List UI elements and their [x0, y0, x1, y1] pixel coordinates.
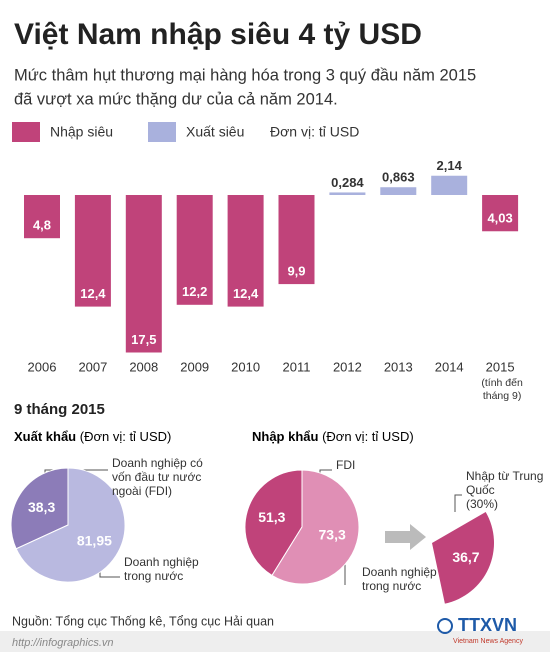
wedge: [432, 512, 494, 604]
bar: [329, 192, 366, 195]
x-tick-label: 2006: [28, 359, 57, 374]
logo: TTXVN: [458, 615, 517, 635]
legend-label: Xuất siêu: [186, 124, 244, 140]
subtitle: đã vượt xa mức thặng dư của cả năm 2014.: [14, 90, 338, 108]
wedge-category: Nhập từ Trung Quốc: [466, 469, 544, 497]
pie-category: Doanh nghiệp có vốn đầu tư nước ngoài (F…: [112, 456, 203, 498]
pie-category: Doanh nghiệp trong nước: [362, 565, 437, 593]
pie-title: Nhập khẩu (Đơn vị: tỉ USD): [252, 429, 414, 444]
x-tick-label: 2014: [435, 359, 464, 374]
callout: [454, 494, 462, 512]
source: Nguồn: Tổng cục Thống kê, Tổng cục Hải q…: [12, 614, 274, 628]
pie-title: Xuất khẩu: [14, 429, 76, 444]
pie-slice: [10, 467, 69, 550]
slice-label: 38,3: [28, 499, 55, 515]
bar: [176, 195, 213, 305]
value-label: 0,284: [331, 175, 364, 190]
title: Việt Nam nhập siêu 4 tỷ USD: [14, 18, 422, 51]
x-tick-label: 2015: [486, 359, 515, 374]
arrow: [385, 524, 426, 550]
x-tick-label: 2008: [129, 359, 158, 374]
annotation: (tính đến: [481, 377, 523, 389]
unit: Đơn vị: tỉ USD: [270, 124, 359, 140]
bar: [278, 195, 315, 285]
bar: [24, 195, 60, 239]
footer-band: [0, 633, 550, 652]
value-label: 9,9: [287, 264, 305, 279]
pie-title: Xuất khẩu (Đơn vị: tỉ USD): [14, 429, 171, 444]
annotation: tháng 9): [483, 390, 522, 402]
pie-slice: [271, 469, 360, 585]
slice-label: 81,95: [77, 533, 112, 549]
x-tick-label: 2013: [384, 359, 413, 374]
value-label: 12,4: [233, 286, 259, 301]
value-label: 4,03: [487, 211, 512, 226]
value-label: 12,4: [80, 286, 106, 301]
value-label: 2,14: [437, 158, 463, 173]
x-tick-label: 2009: [180, 359, 209, 374]
legend-label: Nhập siêu: [50, 124, 113, 140]
logo-icon: [437, 618, 453, 634]
pie-slice: [15, 467, 126, 583]
value-label: 4,8: [33, 218, 51, 233]
slice-label: 51,3: [258, 509, 285, 525]
x-tick-label: 2010: [231, 359, 260, 374]
legend-swatch: [12, 122, 40, 142]
bar: [482, 195, 519, 232]
pie-subtitle: (Đơn vị: tỉ USD): [322, 429, 414, 444]
value-label: 0,863: [382, 170, 415, 185]
slice-label: 73,3: [319, 526, 346, 542]
legend-swatch: [148, 122, 176, 142]
pie-category: Doanh nghiệp trong nước: [124, 555, 199, 583]
pie-subtitle: (Đơn vị: tỉ USD): [80, 429, 172, 444]
x-tick-label: 2011: [283, 359, 311, 374]
slice-label: 36,7: [452, 549, 479, 565]
x-tick-label: 2007: [78, 359, 107, 374]
subtitle: Mức thâm hụt thương mại hàng hóa trong 3…: [14, 66, 476, 84]
url: http://infographics.vn: [12, 637, 114, 649]
section-title: 9 tháng 2015: [14, 401, 105, 418]
logo-sub: Vietnam News Agency: [453, 638, 523, 645]
bar: [227, 195, 264, 307]
value-label: 12,2: [182, 284, 207, 299]
x-tick-label: 2012: [333, 359, 362, 374]
bar: [431, 175, 468, 195]
bar: [380, 187, 417, 195]
pie-title: Nhập khẩu: [252, 429, 319, 444]
value-label: 17,5: [131, 332, 156, 347]
wedge-share: (30%): [466, 497, 499, 511]
pie-category: FDI: [336, 458, 356, 472]
bar: [74, 195, 111, 307]
bar: [125, 195, 162, 353]
